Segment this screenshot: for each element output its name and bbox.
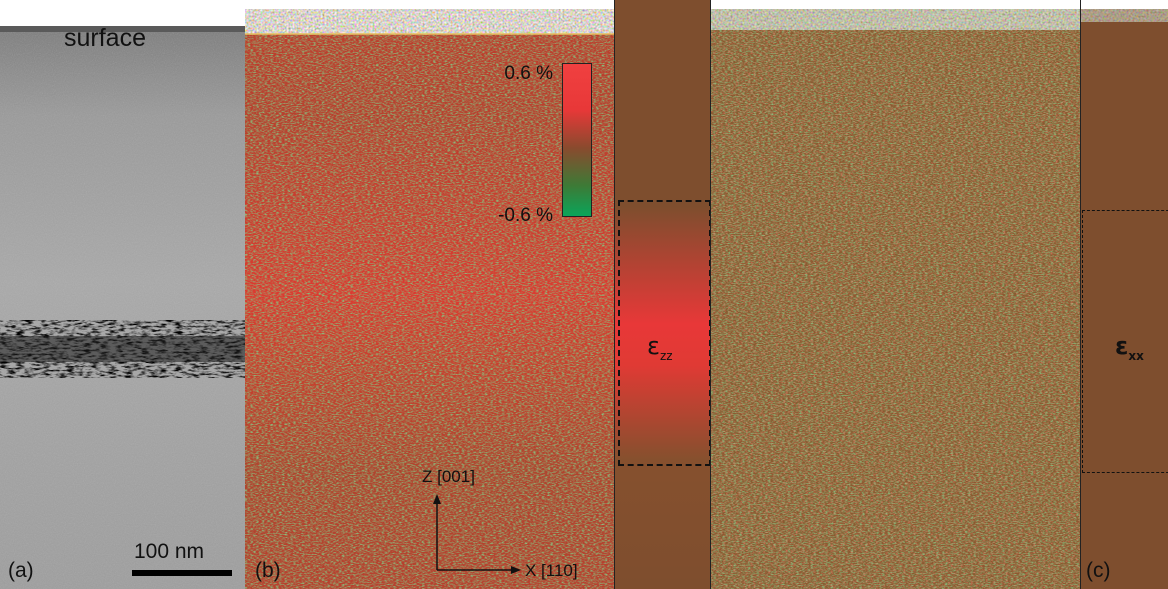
colorbar-max-label: 0.6 % xyxy=(504,63,553,84)
strain-zz-subscript: zz xyxy=(659,349,673,363)
surface-label: surface xyxy=(64,24,146,52)
strain-map-zz-graphic xyxy=(245,0,711,589)
panel-label-c: (c) xyxy=(1086,559,1111,582)
scale-bar xyxy=(132,570,232,576)
divider-b-c xyxy=(710,0,711,589)
axis-z-label: Z [001] xyxy=(422,467,475,486)
colorbar-min-label: -0.6 % xyxy=(498,205,553,226)
scale-bar-label: 100 nm xyxy=(134,540,205,563)
colorbar xyxy=(562,63,592,217)
strain-xx-symbol: ε xyxy=(1115,332,1129,360)
strain-xx-subscript: xx xyxy=(1128,349,1144,363)
panel-label-b: (b) xyxy=(255,559,281,582)
panel-a-tem-image: surface 100 nm (a) xyxy=(0,0,245,589)
panel-c-strain-map-xx: εxx (c) xyxy=(711,0,1168,589)
strain-zz-label: εzz xyxy=(647,332,673,363)
strain-xx-label: εxx xyxy=(1115,332,1144,363)
x-arrow-head xyxy=(511,566,521,574)
axis-x-label: X [110] xyxy=(525,561,578,580)
strain-xx-box xyxy=(1082,210,1168,473)
strain-map-xx-graphic xyxy=(711,0,1168,589)
panel-label-a: (a) xyxy=(8,559,34,582)
divider-b-profile xyxy=(614,0,615,589)
strain-zz-symbol: ε xyxy=(647,332,660,360)
panel-b-strain-map-zz: 0.6 % -0.6 % εzz Z [001] X [110] (b) xyxy=(245,0,711,589)
z-arrow-head xyxy=(433,494,441,504)
tem-image-graphic xyxy=(0,0,245,589)
axis-arrows xyxy=(433,494,521,574)
divider-c-profile xyxy=(1080,0,1081,589)
